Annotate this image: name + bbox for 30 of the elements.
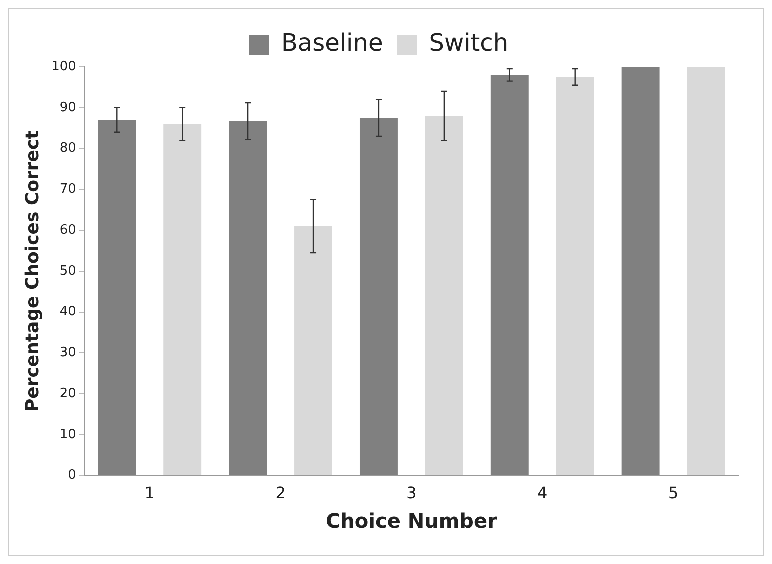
y-tick-label: 30 bbox=[60, 346, 76, 361]
y-tick-label: 70 bbox=[60, 182, 76, 198]
x-tick-label: 1 bbox=[144, 484, 155, 503]
bar bbox=[687, 67, 726, 476]
x-tick-label: 5 bbox=[668, 484, 679, 503]
legend-label: Switch bbox=[429, 29, 509, 58]
bar bbox=[490, 75, 529, 476]
y-tick-label: 60 bbox=[60, 222, 76, 238]
bar bbox=[164, 124, 202, 476]
y-axis-title: Percentage Choices Correct bbox=[22, 130, 44, 412]
bar bbox=[556, 77, 594, 476]
x-tick-label: 3 bbox=[406, 484, 417, 503]
y-tick-label: 90 bbox=[60, 100, 76, 116]
y-tick-label: 0 bbox=[68, 468, 76, 484]
y-tick-label: 40 bbox=[60, 304, 76, 320]
x-axis-title: Choice Number bbox=[326, 509, 498, 534]
bar bbox=[294, 226, 332, 476]
y-tick-label: 80 bbox=[60, 141, 76, 156]
y-tick-label: 100 bbox=[52, 59, 76, 74]
x-tick-label: 4 bbox=[538, 484, 548, 503]
bar bbox=[360, 118, 398, 476]
legend-label: Baseline bbox=[281, 29, 384, 58]
bar bbox=[425, 116, 464, 476]
bar bbox=[622, 67, 660, 476]
y-tick-label: 20 bbox=[60, 386, 76, 402]
y-tick-label: 50 bbox=[60, 264, 76, 279]
bar bbox=[229, 121, 268, 476]
bar bbox=[98, 120, 136, 476]
y-tick-label: 10 bbox=[60, 427, 76, 442]
x-tick-label: 2 bbox=[276, 484, 286, 503]
